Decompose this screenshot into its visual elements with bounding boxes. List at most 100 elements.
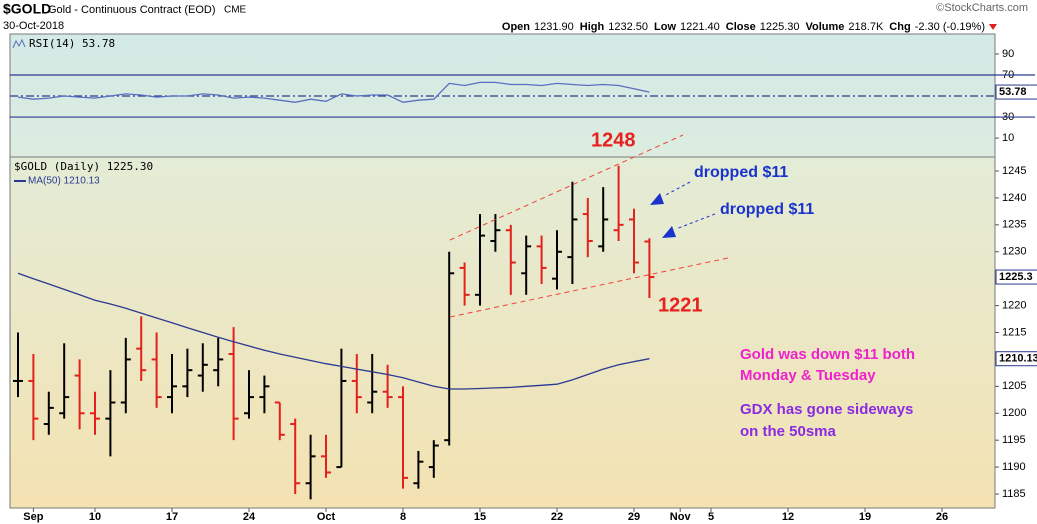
- x-tick-label: 29: [628, 511, 640, 523]
- price-value-label: 1225.3: [999, 271, 1033, 283]
- y-tick-label: 1195: [1002, 434, 1026, 446]
- ohlc-bar: [598, 187, 609, 252]
- ohlc-bar: [274, 401, 285, 441]
- ohlc-bar: [74, 359, 85, 430]
- ohlc-bar: [552, 230, 562, 290]
- y-tick-label: 90: [1002, 48, 1014, 60]
- rsi-value-label: 53.78: [999, 86, 1027, 98]
- ohlc-bar: [582, 197, 593, 258]
- y-tick-label: 1240: [1002, 192, 1026, 204]
- ohlc-bar: [505, 224, 516, 295]
- quote-value: 1232.50: [608, 21, 648, 33]
- symbol: $GOLD: [3, 1, 51, 17]
- ohlc-bar: [428, 440, 439, 478]
- quote-label: Volume: [806, 21, 845, 33]
- arrow-line: [675, 213, 716, 230]
- quote-label: Open: [502, 21, 530, 33]
- arrow-head: [662, 226, 676, 238]
- ohlc-bar: [567, 181, 578, 285]
- x-tick-label: Oct: [317, 511, 336, 523]
- ohlc-bar: [197, 343, 208, 392]
- ohlc-bar: [151, 332, 162, 408]
- copyright: ©StockCharts.com: [936, 2, 1028, 14]
- ohlc-bar: [398, 386, 408, 489]
- ma-line: [17, 272, 650, 390]
- annotation: Gold was down $11 both: [740, 346, 915, 363]
- y-tick-label: 1205: [1002, 380, 1026, 392]
- rsi-icon: [12, 38, 26, 49]
- x-tick-label: 26: [936, 511, 948, 523]
- ohlc-bar: [521, 235, 532, 295]
- y-tick-label: 1185: [1002, 488, 1026, 500]
- quote-value: 218.7K: [848, 21, 884, 33]
- rsi-line: [17, 81, 650, 103]
- ohlc-bar: [536, 235, 547, 285]
- x-tick-label: Sep: [23, 511, 43, 523]
- ohlc-bar: [28, 354, 39, 441]
- price-value-label-box: [995, 269, 1037, 285]
- ohlc-bar: [382, 364, 393, 408]
- rsi-legend: RSI(14) 53.78: [29, 37, 115, 50]
- ohlc-bar: [90, 391, 100, 435]
- price-panel: [9, 156, 996, 509]
- ohlc-bar: [413, 450, 424, 489]
- ma-value-label: 1210.13: [999, 353, 1037, 365]
- x-tick-label: 10: [89, 511, 101, 523]
- ohlc-bar: [13, 332, 23, 398]
- change-arrow: [989, 24, 997, 30]
- ohlc-bar: [182, 348, 193, 398]
- ohlc-bar: [167, 354, 177, 414]
- y-tick-label: 1215: [1002, 326, 1026, 338]
- plot-layer: 1030709053.78118511901195120012051210121…: [10, 48, 1037, 523]
- quote-value: 1231.90: [534, 21, 574, 33]
- ohlc-bar: [228, 327, 239, 441]
- annotation: Monday & Tuesday: [740, 367, 876, 384]
- y-tick-label: 1220: [1002, 299, 1026, 311]
- ohlc-bar: [644, 238, 655, 299]
- y-tick-label: 1235: [1002, 219, 1026, 231]
- x-tick-label: 17: [166, 511, 178, 523]
- description: Gold - Continuous Contract (EOD): [48, 4, 216, 16]
- ohlc-bar: [336, 348, 347, 469]
- x-tick-label: 24: [243, 511, 256, 523]
- ohlc-bar: [213, 337, 224, 387]
- quote-label: Low: [654, 21, 676, 33]
- annotation: GDX has gone sideways: [740, 401, 913, 418]
- x-tick-label: 15: [474, 511, 486, 523]
- exchange: CME: [224, 5, 247, 16]
- arrow-line: [663, 181, 691, 197]
- channel-lower: [449, 257, 729, 318]
- ohlc-bar: [136, 316, 147, 381]
- ohlc-bar: [629, 208, 639, 274]
- ohlc-bar: [490, 214, 501, 252]
- y-tick-label: 10: [1002, 132, 1014, 144]
- quote-value: -2.30 (-0.19%): [915, 21, 985, 33]
- ma-legend: MA(50) 1210.13: [28, 176, 100, 187]
- quote-label: Chg: [889, 21, 910, 33]
- ohlc-bar: [59, 343, 70, 419]
- ohlc-bar: [305, 434, 316, 500]
- ohlc-bar: [475, 214, 485, 306]
- ohlc-bar: [351, 354, 362, 414]
- date: 30-Oct-2018: [3, 20, 64, 32]
- y-tick-label: 1200: [1002, 407, 1026, 419]
- ohlc-bar: [244, 370, 254, 419]
- x-tick-label: 12: [782, 511, 794, 523]
- annotation: 1221: [658, 294, 703, 316]
- x-tick-label: 19: [859, 511, 871, 523]
- quote: Open 1231.90 High 1232.50 Low 1221.40 Close 122…: [502, 21, 985, 33]
- y-tick-label: 1230: [1002, 246, 1026, 258]
- rsi-value-label-box: [995, 84, 1037, 100]
- quote-label: Close: [726, 21, 756, 33]
- ohlc-bar: [444, 251, 455, 446]
- ohlc-bar: [290, 418, 301, 495]
- ohlc-bar: [43, 391, 54, 435]
- ohlc-bar: [259, 375, 270, 414]
- ohlc-bar: [120, 337, 131, 414]
- ohlc-bar: [321, 434, 331, 478]
- x-tick-label: 22: [551, 511, 563, 523]
- arrow-head: [650, 193, 664, 205]
- quote-value: 1225.30: [760, 21, 800, 33]
- price-legend: $GOLD (Daily) 1225.30: [14, 160, 153, 173]
